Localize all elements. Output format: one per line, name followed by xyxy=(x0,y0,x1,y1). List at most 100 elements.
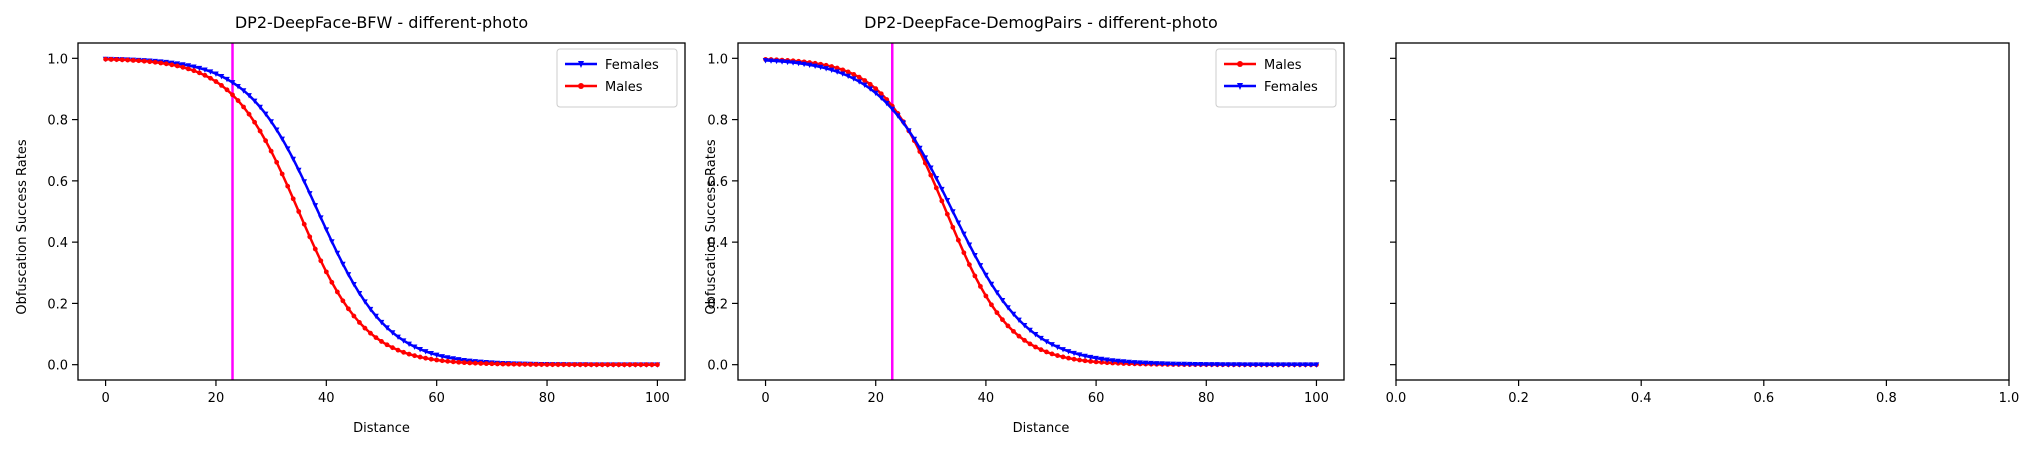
y-tick-label: 0.4 xyxy=(47,236,68,251)
legend-label: Females xyxy=(1264,80,1318,95)
data-point xyxy=(213,79,219,84)
data-point xyxy=(873,86,879,92)
data-point xyxy=(401,349,406,355)
data-point xyxy=(845,69,851,75)
data-point xyxy=(655,362,660,368)
data-point xyxy=(1280,362,1287,368)
data-point xyxy=(867,81,873,87)
data-point xyxy=(152,59,158,65)
data-point xyxy=(257,128,263,134)
data-point xyxy=(1098,356,1105,363)
data-point xyxy=(983,272,989,279)
data-point xyxy=(605,362,611,368)
data-point xyxy=(368,330,373,336)
data-point xyxy=(994,290,1000,296)
data-point xyxy=(329,239,335,245)
data-point xyxy=(1027,327,1033,334)
data-point xyxy=(340,261,346,268)
data-point xyxy=(1022,337,1027,343)
data-point xyxy=(1000,317,1005,323)
x-tick-label: 100 xyxy=(1304,391,1329,406)
data-point xyxy=(373,335,379,340)
data-point xyxy=(500,361,506,367)
data-point xyxy=(1109,358,1116,364)
panel-3: 0.0 0.2 0.4 0.6 0.8 1.0 xyxy=(1386,42,2019,406)
data-point xyxy=(972,253,978,259)
data-point xyxy=(1071,350,1077,357)
data-point xyxy=(301,221,307,227)
data-point xyxy=(867,86,874,92)
data-point xyxy=(295,167,302,174)
data-point xyxy=(307,234,313,240)
data-point xyxy=(229,80,236,86)
data-point xyxy=(334,289,340,295)
data-point xyxy=(301,179,308,185)
y-tick-label: 0.2 xyxy=(47,297,68,312)
data-point xyxy=(616,362,622,368)
x-tick-label: 0 xyxy=(101,391,109,406)
panel-3-plot: 0.0 0.2 0.4 0.6 0.8 1.0 xyxy=(1386,42,2019,406)
legend-label: Females xyxy=(605,58,659,73)
data-point xyxy=(284,146,291,152)
data-point xyxy=(828,67,835,73)
data-point xyxy=(1225,362,1232,368)
data-point xyxy=(1247,362,1254,368)
data-point xyxy=(961,250,967,256)
data-point xyxy=(197,70,202,76)
x-tick-label: 0 xyxy=(761,391,769,406)
data-point xyxy=(1038,347,1044,353)
data-point xyxy=(235,98,241,103)
data-point xyxy=(922,155,929,161)
data-point xyxy=(412,353,418,359)
data-point xyxy=(257,104,263,111)
data-point xyxy=(1131,360,1138,366)
data-point xyxy=(224,76,230,83)
data-point xyxy=(417,354,423,360)
data-point xyxy=(489,361,495,367)
data-point xyxy=(856,74,862,80)
data-point xyxy=(544,362,550,367)
data-point xyxy=(1077,357,1082,363)
data-point xyxy=(450,356,457,362)
data-point xyxy=(900,120,907,126)
axes-frame xyxy=(77,42,686,381)
data-point xyxy=(290,156,297,163)
x-tick-label: 40 xyxy=(978,391,995,406)
data-point xyxy=(345,272,352,278)
data-point xyxy=(845,73,851,80)
panel-1-plot: 0 20 40 60 80 100 0.0 0.2 0.4 0.6 0.8 1.0 Females Mal… xyxy=(47,42,686,406)
panel-2-title: DP2-DeepFace-DemogPairs - different-phot… xyxy=(864,13,1218,32)
data-point xyxy=(423,355,429,361)
data-point xyxy=(1043,339,1050,345)
y-tick-label: 0.6 xyxy=(707,175,728,190)
data-point xyxy=(1060,354,1066,360)
data-point xyxy=(632,362,638,368)
data-point xyxy=(1021,322,1028,329)
data-point xyxy=(1115,358,1121,365)
legend-label: Males xyxy=(1264,58,1302,73)
legend-marker xyxy=(578,61,584,68)
data-point xyxy=(362,299,368,305)
data-point xyxy=(1032,332,1039,338)
data-point xyxy=(296,209,302,214)
data-point xyxy=(1242,362,1248,368)
data-point xyxy=(252,119,257,125)
data-point xyxy=(230,92,235,98)
data-point xyxy=(1126,359,1132,366)
data-point xyxy=(905,128,912,134)
data-point xyxy=(450,359,456,365)
data-point xyxy=(1038,335,1044,342)
data-point xyxy=(1049,351,1055,357)
data-point xyxy=(933,176,940,182)
data-point xyxy=(572,362,578,368)
data-point xyxy=(1142,360,1149,366)
data-point xyxy=(373,313,379,320)
data-point xyxy=(1076,352,1083,358)
data-point xyxy=(202,72,208,78)
data-point xyxy=(928,172,934,178)
data-point xyxy=(1175,361,1182,368)
data-point xyxy=(1214,362,1221,368)
data-point xyxy=(174,63,180,69)
data-point xyxy=(779,59,785,65)
